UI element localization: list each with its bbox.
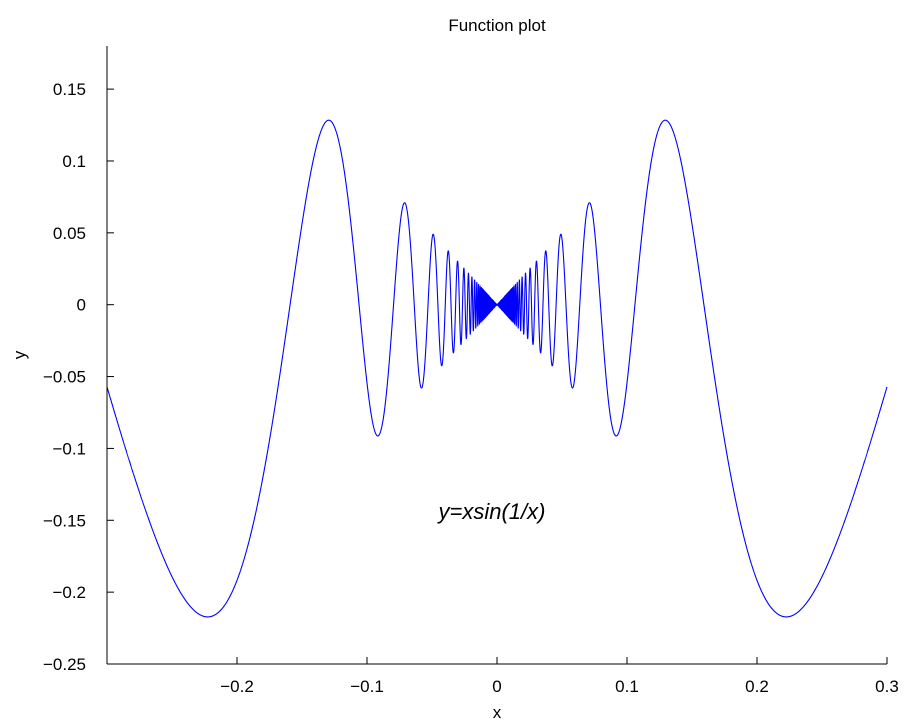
y-tick-label: 0.15 — [53, 80, 86, 99]
chart-title: Function plot — [448, 16, 546, 35]
x-tick-label: 0.3 — [875, 677, 899, 696]
y-tick-label: −0.15 — [43, 511, 86, 530]
x-tick-label: 0.1 — [615, 677, 639, 696]
y-tick-label: −0.1 — [52, 439, 86, 458]
plot-area — [106, 119, 888, 618]
y-ticks: −0.25 −0.2 −0.15 −0.1 −0.05 0 0.05 0.1 0.15 — [43, 80, 114, 674]
x-tick-label: −0.2 — [220, 677, 254, 696]
function-annotation: y=xsin(1/x) — [437, 499, 546, 524]
y-tick-label: 0.05 — [53, 224, 86, 243]
x-ticks: −0.2 −0.1 0 0.1 0.2 0.3 — [220, 657, 899, 696]
y-tick-label: −0.25 — [43, 655, 86, 674]
x-tick-label: −0.1 — [350, 677, 384, 696]
x-axis-label: x — [493, 703, 502, 722]
y-tick-label: 0 — [77, 296, 86, 315]
y-tick-label: −0.2 — [52, 583, 86, 602]
x-tick-label: 0.2 — [745, 677, 769, 696]
y-tick-label: 0.1 — [62, 152, 86, 171]
series-line — [106, 119, 888, 618]
x-tick-label: 0 — [492, 677, 501, 696]
y-tick-label: −0.05 — [43, 368, 86, 387]
y-axis-label: y — [10, 350, 29, 359]
